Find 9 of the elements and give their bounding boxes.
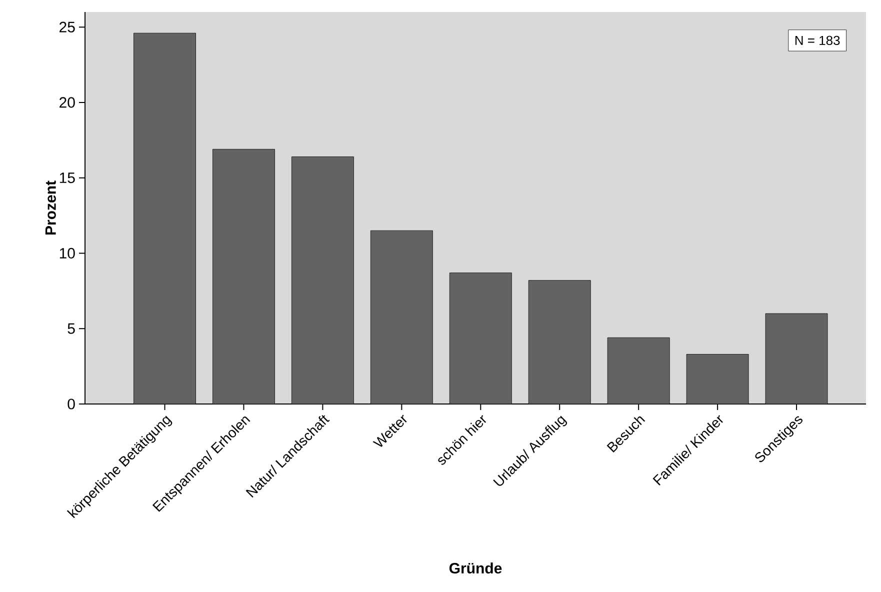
y-tick-label: 15 (60, 172, 75, 184)
y-tick-label: 10 (60, 248, 75, 259)
y-tick-label: 0 (68, 398, 75, 410)
x-axis-title: Gründe (449, 562, 502, 574)
y-axis-title: Prozent (45, 180, 56, 234)
annotation: N = 183 (795, 36, 840, 46)
y-tick-label: 25 (60, 22, 75, 32)
y-tick-label: 5 (68, 323, 75, 334)
y-tick-label: 20 (60, 97, 75, 108)
